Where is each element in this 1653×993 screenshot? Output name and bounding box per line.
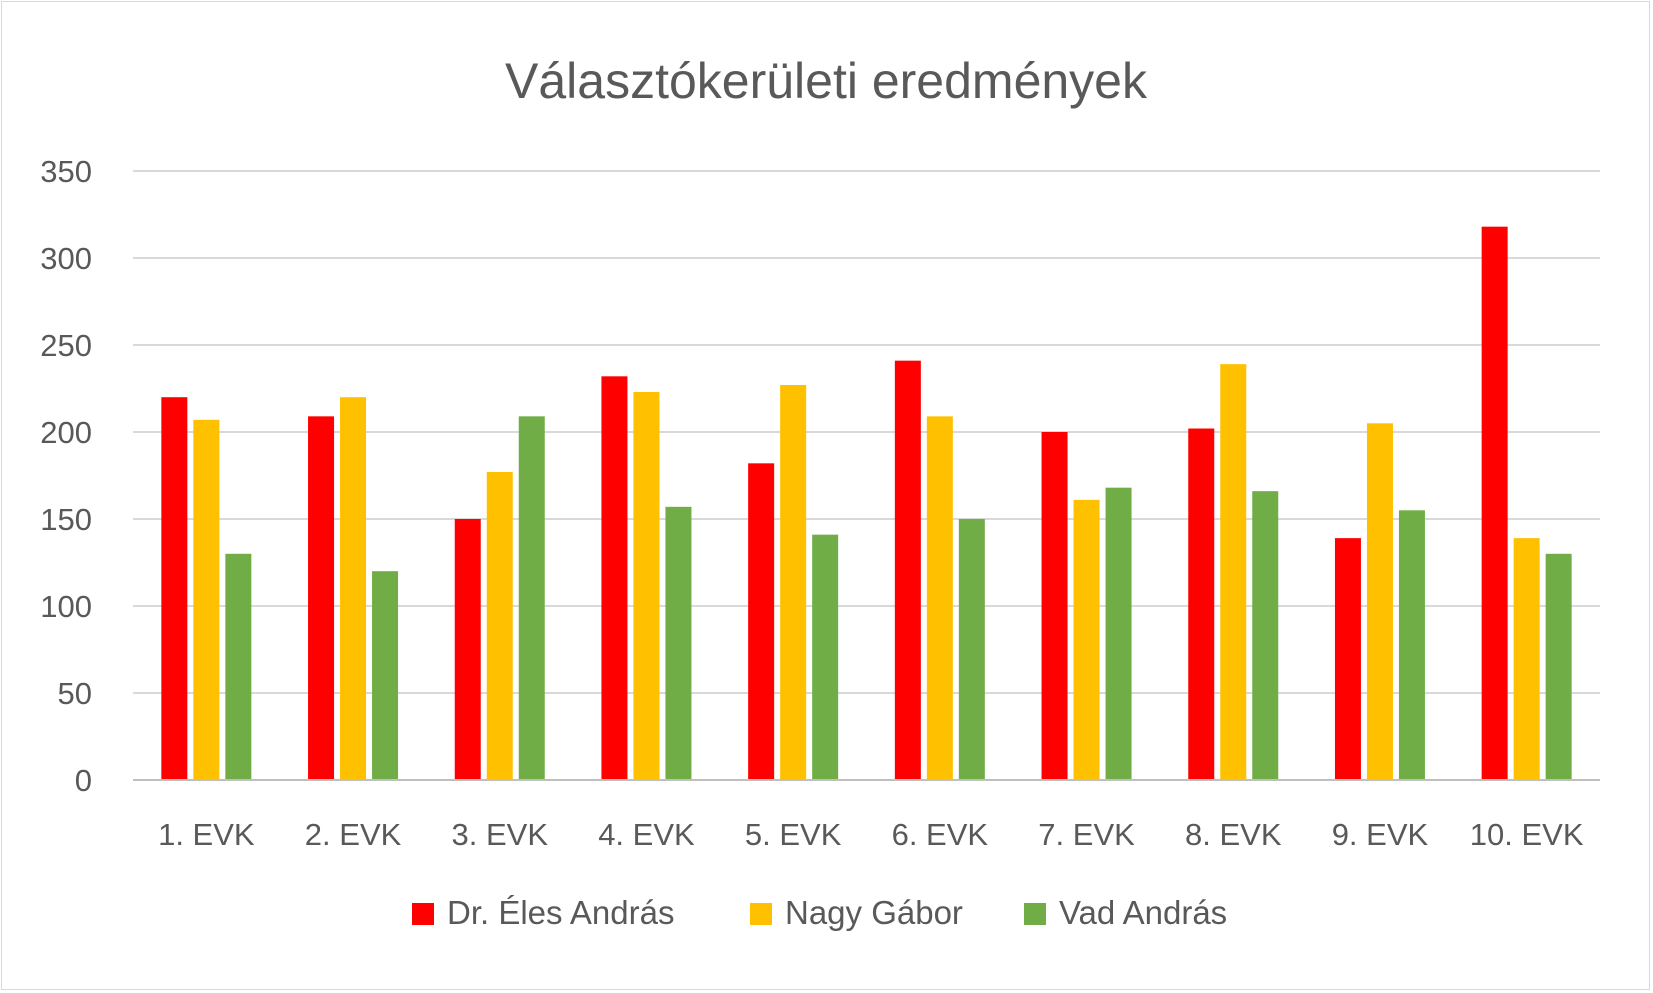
x-tick-label: 6. EVK — [892, 817, 989, 852]
bar — [454, 519, 481, 780]
bar — [518, 416, 545, 780]
bar — [665, 506, 692, 780]
bar — [1252, 491, 1279, 780]
bar — [1105, 487, 1132, 780]
legend-label: Vad András — [1059, 894, 1227, 931]
x-tick-label: 9. EVK — [1332, 817, 1429, 852]
bar — [1041, 432, 1068, 780]
x-tick-label: 10. EVK — [1470, 817, 1584, 852]
y-tick-label: 300 — [40, 241, 92, 276]
y-tick-label: 250 — [40, 328, 92, 363]
bar — [340, 397, 367, 780]
bar — [1220, 364, 1247, 780]
legend-swatch — [1024, 903, 1046, 925]
bar — [1188, 428, 1215, 780]
bar — [193, 419, 220, 780]
bar — [486, 472, 513, 780]
bar — [601, 376, 628, 780]
bar — [1334, 538, 1361, 780]
bar — [748, 463, 775, 780]
bar — [958, 519, 985, 780]
y-tick-label: 0 — [75, 763, 92, 798]
bar — [1366, 423, 1393, 780]
y-axis-ticks: 0 50 100 150 200 250 300 350 — [40, 154, 92, 798]
bar — [926, 416, 953, 780]
legend: Dr. Éles András Nagy Gábor Vad András — [412, 894, 1227, 931]
bar — [1398, 510, 1425, 780]
bar — [308, 416, 335, 780]
legend-label: Nagy Gábor — [785, 894, 963, 931]
x-tick-label: 4. EVK — [598, 817, 695, 852]
x-axis-ticks: 1. EVK 2. EVK 3. EVK 4. EVK 5. EVK 6. EVK 7. E… — [158, 817, 1584, 852]
bar — [1073, 499, 1100, 780]
x-tick-label: 2. EVK — [305, 817, 402, 852]
bar — [894, 360, 921, 780]
y-tick-label: 200 — [40, 415, 92, 450]
bar — [372, 571, 399, 780]
legend-label: Dr. Éles András — [447, 894, 674, 931]
bar — [633, 391, 660, 780]
bar — [1545, 553, 1572, 780]
x-tick-label: 7. EVK — [1038, 817, 1135, 852]
bar — [1481, 226, 1508, 780]
y-tick-label: 150 — [40, 502, 92, 537]
bar — [812, 534, 839, 780]
y-tick-label: 50 — [58, 676, 92, 711]
bar — [780, 385, 807, 780]
chart-title: Választókerületi eredmények — [505, 53, 1148, 109]
legend-swatch — [412, 903, 434, 925]
x-tick-label: 8. EVK — [1185, 817, 1282, 852]
x-tick-label: 5. EVK — [745, 817, 842, 852]
bar — [161, 397, 188, 780]
y-tick-label: 350 — [40, 154, 92, 189]
x-tick-label: 1. EVK — [158, 817, 255, 852]
legend-swatch — [750, 903, 772, 925]
x-tick-label: 3. EVK — [452, 817, 549, 852]
bars — [161, 226, 1572, 780]
bar — [1513, 538, 1540, 780]
bar — [225, 553, 252, 780]
y-tick-label: 100 — [40, 589, 92, 624]
